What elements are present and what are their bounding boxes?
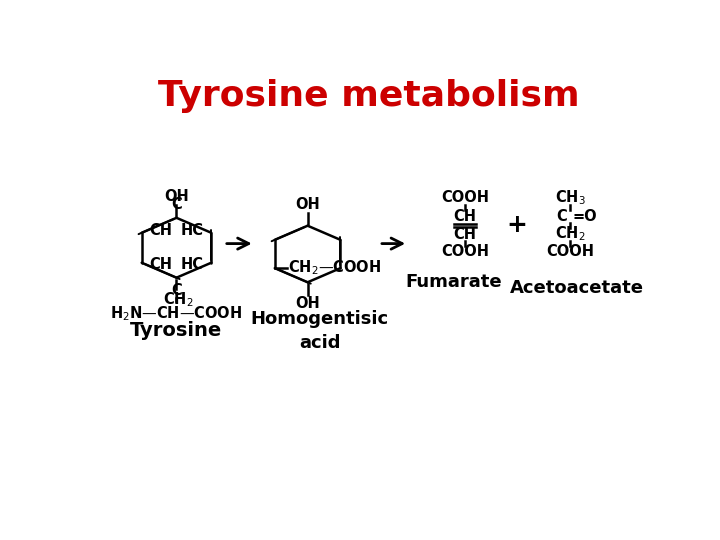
Text: Tyrosine metabolism: Tyrosine metabolism xyxy=(158,79,580,113)
Text: CH$_2$—COOH: CH$_2$—COOH xyxy=(288,259,382,278)
Text: OH: OH xyxy=(164,188,189,204)
Text: Fumarate: Fumarate xyxy=(405,273,502,291)
Text: CH$_3$: CH$_3$ xyxy=(554,188,585,207)
Text: =O: =O xyxy=(572,208,598,224)
Text: CH: CH xyxy=(454,208,477,224)
Text: C: C xyxy=(171,283,182,298)
Text: Homogentisic
acid: Homogentisic acid xyxy=(251,310,389,352)
Text: COOH: COOH xyxy=(441,245,489,259)
Text: C: C xyxy=(171,198,182,212)
Text: COOH: COOH xyxy=(546,245,594,259)
Text: C: C xyxy=(556,208,567,224)
Text: H$_2$N—CH—COOH: H$_2$N—CH—COOH xyxy=(110,305,243,323)
Text: COOH: COOH xyxy=(441,191,489,205)
Text: CH$_2$: CH$_2$ xyxy=(554,225,585,244)
Text: CH: CH xyxy=(150,223,173,238)
Text: Tyrosine: Tyrosine xyxy=(130,321,222,340)
Text: HC: HC xyxy=(181,257,204,272)
Text: +: + xyxy=(506,213,527,237)
Text: Acetoacetate: Acetoacetate xyxy=(510,279,644,297)
Text: CH: CH xyxy=(454,227,477,241)
Text: CH: CH xyxy=(150,257,173,272)
Text: CH$_2$: CH$_2$ xyxy=(163,290,194,309)
Text: OH: OH xyxy=(295,198,320,212)
Text: HC: HC xyxy=(181,223,204,238)
Text: OH: OH xyxy=(295,295,320,310)
